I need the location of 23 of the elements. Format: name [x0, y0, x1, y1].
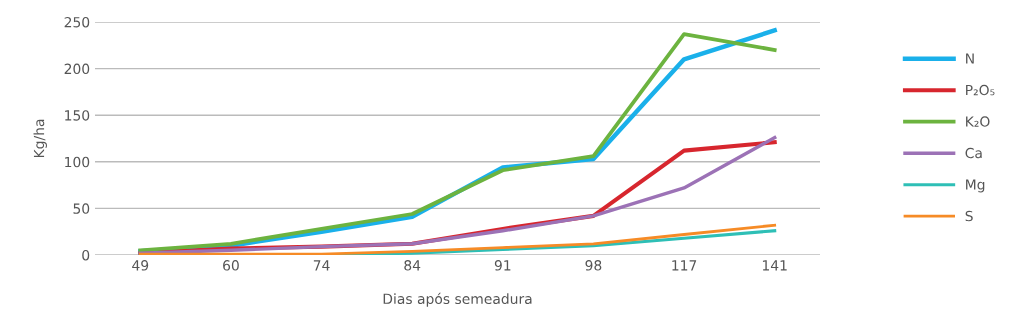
y-tick-label: 50 [73, 203, 90, 214]
y-tick-label: 100 [65, 156, 90, 168]
y-axis-title: Kg/ha [33, 119, 47, 158]
y-tick-label: 200 [64, 63, 90, 75]
x-axis-title: Dias após semeadura [383, 292, 532, 307]
legend-label: P₂O₅ [966, 84, 995, 96]
x-tick-label: 60 [223, 260, 239, 271]
x-tick-label: 91 [494, 260, 511, 271]
x-tick-label: 117 [672, 260, 697, 271]
legend-label: Ca [965, 147, 982, 159]
x-tick-label: 74 [313, 260, 330, 271]
legend-label: N [966, 53, 974, 64]
legend-label: S [965, 210, 973, 222]
x-tick-label: 141 [762, 260, 787, 271]
y-tick-label: 150 [65, 110, 90, 121]
legend-label: K₂O [966, 116, 990, 127]
legend-label: Mg [966, 179, 985, 193]
y-tick-label: 0 [82, 249, 90, 261]
y-tick-label: 250 [64, 16, 90, 28]
x-tick-label: 49 [132, 260, 149, 271]
x-tick-label: 84 [404, 260, 421, 271]
x-tick-label: 98 [585, 260, 602, 271]
line-series [138, 223, 777, 255]
